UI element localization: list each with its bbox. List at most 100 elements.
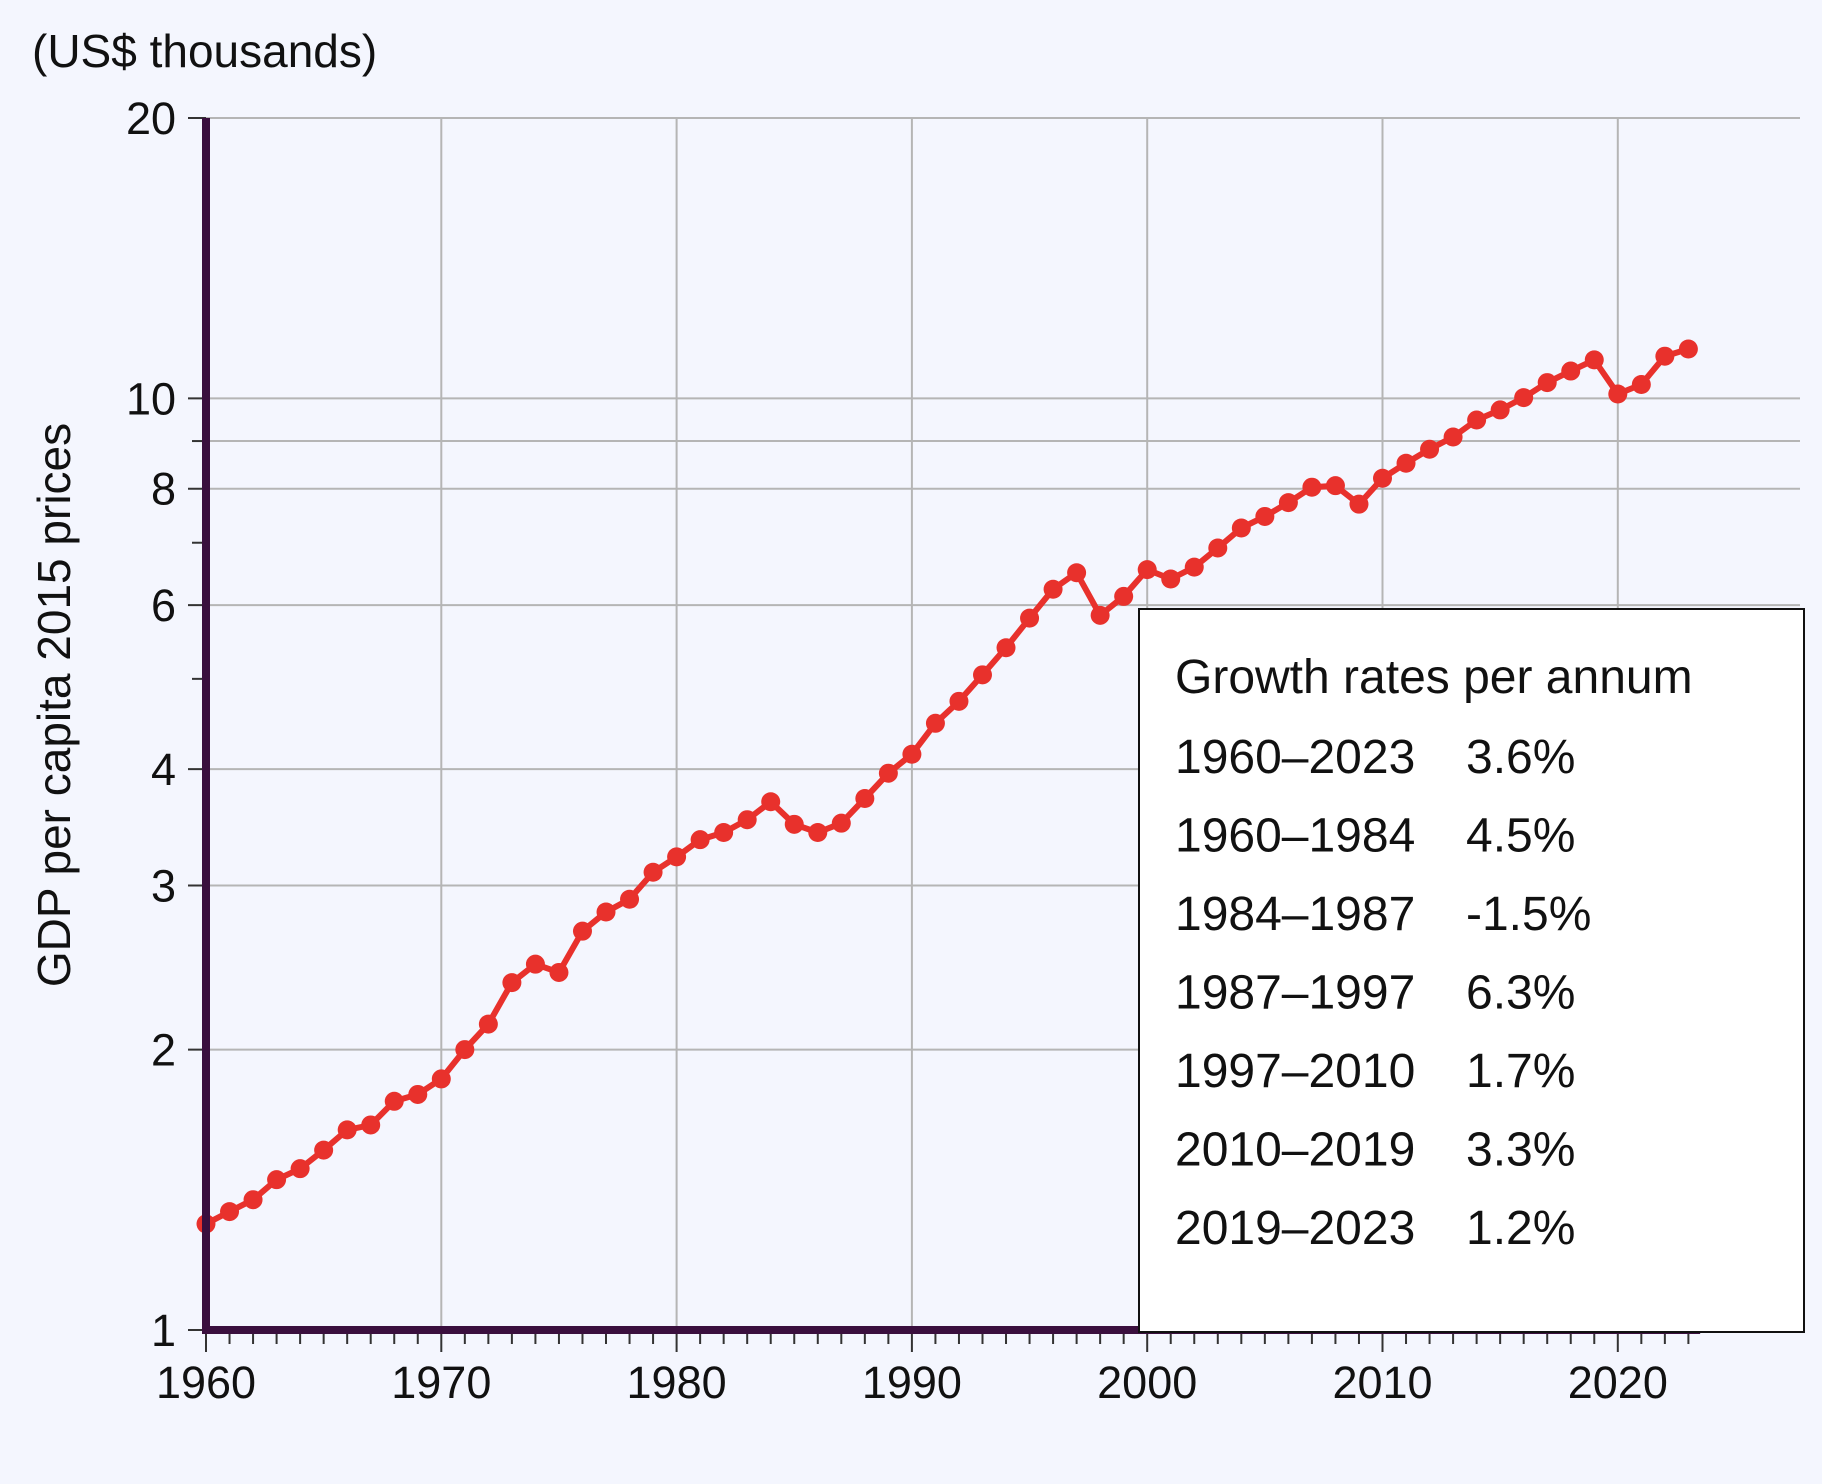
data-point xyxy=(1631,375,1651,395)
y-unit-label: (US$ thousands) xyxy=(32,25,377,77)
legend-rate: 3.6% xyxy=(1466,731,1575,784)
legend-period: 1987–1997 xyxy=(1175,967,1415,1020)
data-point xyxy=(1020,608,1040,628)
data-point xyxy=(243,1190,263,1210)
data-point xyxy=(878,763,898,783)
data-point xyxy=(549,962,569,982)
data-point xyxy=(478,1014,498,1034)
y-tick-label: 20 xyxy=(126,93,176,144)
y-tick-label: 8 xyxy=(151,464,176,515)
data-point xyxy=(1231,518,1251,538)
data-point xyxy=(761,792,781,812)
data-point xyxy=(714,823,734,843)
data-point xyxy=(1043,579,1063,599)
legend-rate: 3.3% xyxy=(1466,1124,1575,1177)
legend-rate: 6.3% xyxy=(1466,967,1575,1020)
data-point xyxy=(1396,453,1416,473)
data-point xyxy=(831,813,851,833)
data-point xyxy=(1608,384,1628,404)
data-point xyxy=(220,1202,240,1222)
data-point xyxy=(855,788,875,808)
y-axis-title: GDP per capita 2015 prices xyxy=(28,423,80,987)
data-point xyxy=(1561,361,1581,381)
data-point xyxy=(1490,400,1510,420)
x-tick-label: 1990 xyxy=(862,1357,962,1408)
data-point xyxy=(1349,494,1369,514)
x-tick-label: 1980 xyxy=(627,1357,727,1408)
data-point xyxy=(949,691,969,711)
data-point xyxy=(455,1040,475,1060)
data-point xyxy=(1208,538,1228,558)
data-point xyxy=(1255,506,1275,526)
legend-period: 1984–1987 xyxy=(1175,888,1415,941)
data-point xyxy=(431,1069,451,1089)
x-tick-label: 2010 xyxy=(1332,1357,1432,1408)
x-tick-label: 1960 xyxy=(156,1357,256,1408)
data-point xyxy=(1090,605,1110,625)
data-point xyxy=(643,862,663,882)
data-point xyxy=(1537,373,1557,393)
data-point xyxy=(1067,563,1087,583)
y-tick-label: 3 xyxy=(151,861,176,912)
data-point xyxy=(525,954,545,974)
legend-period: 1960–1984 xyxy=(1175,810,1415,863)
data-point xyxy=(690,830,710,850)
data-point xyxy=(1584,350,1604,370)
legend-period: 2019–2023 xyxy=(1175,1202,1415,1255)
legend-rate: 1.2% xyxy=(1466,1202,1575,1255)
legend-rate: 4.5% xyxy=(1466,810,1575,863)
y-tick-label: 10 xyxy=(126,373,176,424)
legend-title: Growth rates per annum xyxy=(1175,651,1693,704)
data-point xyxy=(502,973,522,993)
legend-period: 1997–2010 xyxy=(1175,1045,1415,1098)
legend-rate: 1.7% xyxy=(1466,1045,1575,1098)
data-point xyxy=(1443,427,1463,447)
data-point xyxy=(925,713,945,733)
x-tick-label: 2000 xyxy=(1097,1357,1197,1408)
data-point xyxy=(337,1120,357,1140)
data-point xyxy=(784,814,804,834)
x-tick-label: 2020 xyxy=(1568,1357,1668,1408)
data-point xyxy=(1302,477,1322,497)
y-tick-label: 6 xyxy=(151,580,176,631)
data-point xyxy=(808,823,828,843)
data-point xyxy=(290,1159,310,1179)
data-point xyxy=(1467,410,1487,430)
data-point xyxy=(1373,468,1392,488)
data-point xyxy=(1325,476,1345,496)
growth-rates-legend: Growth rates per annum 1960–2023 3.6% 1960… xyxy=(1138,608,1805,1333)
data-point xyxy=(1278,493,1298,513)
data-point xyxy=(1514,388,1534,408)
legend-period: 2010–2019 xyxy=(1175,1124,1415,1177)
data-point xyxy=(1420,439,1440,459)
data-point xyxy=(596,902,616,922)
y-tick-label: 1 xyxy=(151,1305,176,1356)
data-point xyxy=(1161,569,1181,589)
series-line xyxy=(204,346,1690,1227)
data-point xyxy=(1678,339,1698,359)
series-gdp-per-capita xyxy=(196,339,1698,1234)
data-point xyxy=(267,1170,287,1190)
data-point xyxy=(384,1091,404,1111)
x-tick-label: 1970 xyxy=(391,1357,491,1408)
data-point xyxy=(1655,346,1675,366)
data-point xyxy=(572,921,592,941)
data-point xyxy=(737,810,757,830)
data-point xyxy=(1184,557,1204,577)
y-tick-label: 4 xyxy=(151,744,176,795)
data-point xyxy=(361,1115,381,1135)
legend-period: 1960–2023 xyxy=(1175,731,1415,784)
y-tick-label: 2 xyxy=(151,1025,176,1076)
tick-labels: 1960 1970 1980 1990 2000 2010 2020 1 2 3 4 6 8 10 20 xyxy=(126,93,1668,1408)
data-point xyxy=(408,1084,428,1104)
legend-frame xyxy=(1138,608,1805,1333)
data-point xyxy=(972,665,992,685)
data-point xyxy=(1137,560,1157,580)
legend-rate: -1.5% xyxy=(1466,888,1591,941)
data-point xyxy=(1114,586,1134,606)
data-point xyxy=(902,744,922,764)
data-point xyxy=(667,847,687,867)
data-point xyxy=(620,889,640,909)
